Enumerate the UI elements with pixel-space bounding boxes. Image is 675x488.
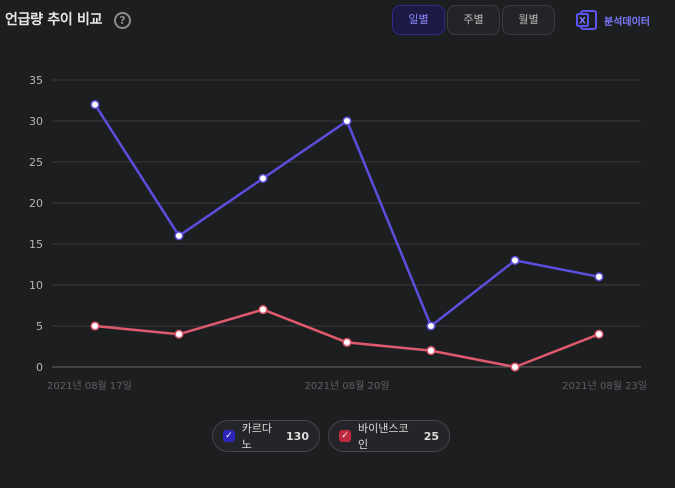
y-tick-label: 25 (29, 156, 43, 169)
data-point (342, 337, 352, 347)
data-point (594, 272, 604, 282)
y-tick-label: 35 (29, 74, 43, 87)
tab-monthly[interactable]: 월별 (502, 5, 555, 35)
data-point (594, 329, 604, 339)
x-tick-label: 2021년 08월 23일 (562, 380, 647, 392)
data-point (258, 305, 268, 315)
legend-item-binance-coin[interactable]: ✓ 바이낸스코인 25 (328, 420, 450, 452)
excel-icon-letter: X (579, 17, 586, 27)
y-tick-label: 20 (29, 197, 43, 210)
y-tick-label: 0 (36, 361, 43, 374)
checkbox-checked-icon[interactable]: ✓ (223, 430, 235, 442)
data-point (426, 321, 436, 331)
help-icon[interactable]: ? (114, 12, 131, 29)
data-point (90, 321, 100, 331)
data-point (174, 231, 184, 241)
legend-series-count: 130 (286, 429, 309, 443)
legend-series-name: 카르다노 (241, 422, 273, 451)
y-tick-label: 15 (29, 238, 43, 251)
data-point (90, 100, 100, 110)
data-point (258, 173, 268, 183)
data-point (174, 329, 184, 339)
data-point (426, 346, 436, 356)
trend-line-chart: 0 5 10 15 20 25 30 35 2021년 08월 17일 2021년 08월 20일… (29, 74, 647, 392)
chart-title: 언급량 추이 비교 (5, 12, 103, 28)
y-tick-label: 10 (29, 279, 43, 292)
y-tick-label: 30 (29, 115, 43, 128)
data-point (510, 255, 520, 265)
x-tick-label: 2021년 08월 17일 (47, 380, 132, 392)
excel-icon[interactable]: X (576, 9, 598, 31)
y-tick-label: 5 (36, 320, 43, 333)
tab-weekly[interactable]: 주별 (447, 5, 500, 35)
data-point (510, 362, 520, 372)
legend-series-name: 바이낸스코인 (358, 422, 409, 451)
legend-item-cardano[interactable]: ✓ 카르다노 130 (212, 420, 320, 452)
series-line (93, 103, 600, 328)
tab-daily[interactable]: 일별 (392, 5, 445, 35)
export-data-button[interactable]: 분석데이터 (604, 17, 650, 28)
checkbox-checked-icon[interactable]: ✓ (339, 430, 351, 442)
data-point (342, 116, 352, 126)
legend-series-count: 25 (423, 429, 439, 443)
x-tick-label: 2021년 08월 20일 (305, 380, 390, 392)
